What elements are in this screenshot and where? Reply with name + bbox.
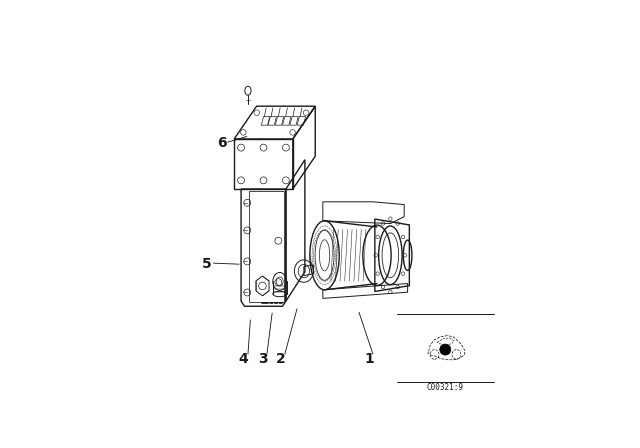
Text: 1: 1 — [365, 352, 374, 366]
Text: C00321:9: C00321:9 — [427, 383, 464, 392]
Text: 5: 5 — [202, 257, 211, 271]
Circle shape — [440, 344, 451, 355]
Text: 2: 2 — [276, 352, 285, 366]
Text: ▬▬▬▬▬: ▬▬▬▬▬ — [260, 300, 284, 305]
Text: 6: 6 — [217, 137, 227, 151]
Text: 4: 4 — [239, 352, 248, 366]
Text: 3: 3 — [258, 352, 268, 366]
